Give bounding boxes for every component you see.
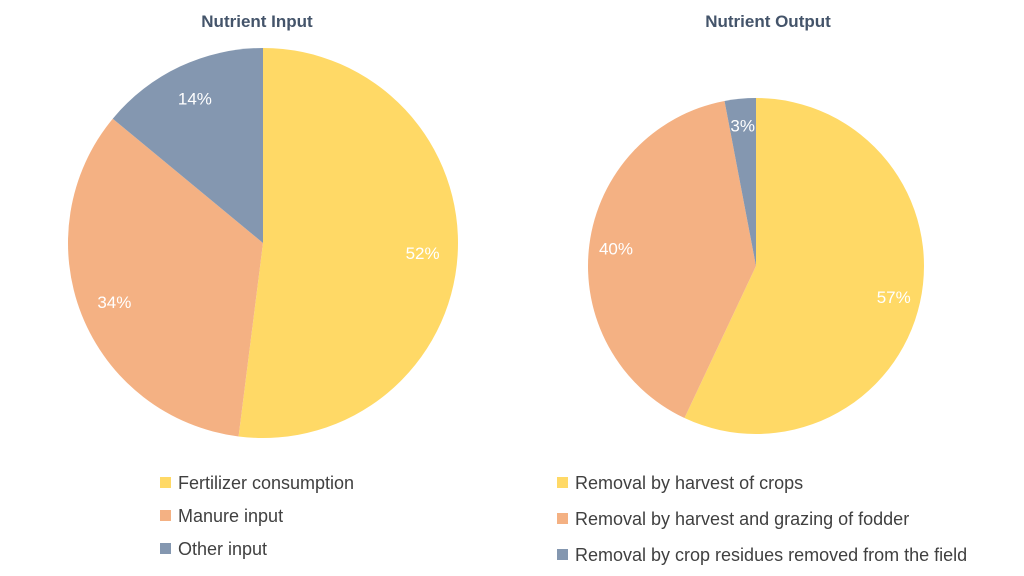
legend-swatch [557,513,568,524]
nutrient-input-chart: Nutrient Input 52% 34% 14% Fertilizer cons… [67,12,458,559]
chart-title: Nutrient Output [705,12,831,31]
pie-slice-other-input [112,48,264,243]
pie-slices [67,48,458,438]
legend: Fertilizer consumption Manure input Other … [160,473,354,559]
legend-label: Manure input [178,506,283,526]
legend-swatch [557,549,568,560]
pie-slice-fertilizer-consumption [238,48,458,438]
slice-value-label: 40% [599,239,633,258]
legend-swatch [557,477,568,488]
slice-value-label: 57% [877,288,911,307]
pie-slice-removal-by-crop-residues-removed-from-the-field [724,98,756,266]
legend-swatch [160,477,171,488]
slice-labels: 57% 40% 3% [599,117,911,307]
pie-slice-manure-input [67,118,263,437]
legend-label: Removal by harvest of crops [575,473,803,493]
legend-swatch [160,543,171,554]
slice-value-label: 52% [406,244,440,263]
legend-label: Removal by harvest and grazing of fodder [575,509,909,529]
legend-label: Fertilizer consumption [178,473,354,493]
legend: Removal by harvest of crops Removal by ha… [557,473,967,565]
legend-label: Removal by crop residues removed from th… [575,545,967,565]
slice-value-label: 3% [730,117,755,136]
nutrient-output-chart: Nutrient Output 57% 40% 3% Removal by harv… [557,12,967,565]
legend-label: Other input [178,539,267,559]
slice-value-label: 14% [178,89,212,108]
chart-title: Nutrient Input [201,12,313,31]
pie-slices [587,98,924,434]
pie-slice-removal-by-harvest-of-crops [684,98,924,434]
legend-swatch [160,510,171,521]
slice-labels: 52% 34% 14% [97,89,439,312]
pie-slice-removal-by-harvest-and-grazing-of-fodder [587,100,756,419]
slice-value-label: 34% [97,293,131,312]
